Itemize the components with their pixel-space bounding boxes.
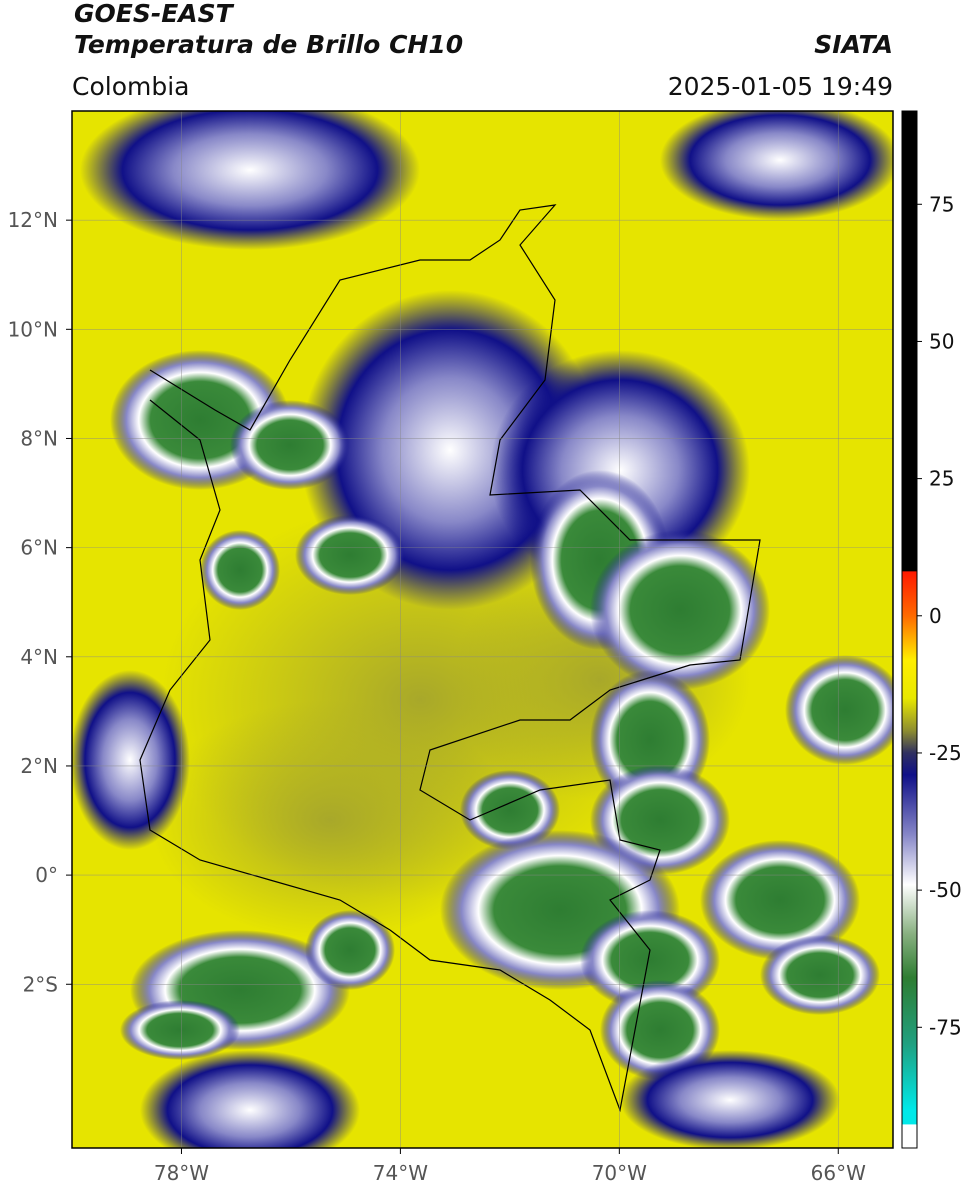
datetime: 2025-01-05 19:49 xyxy=(668,72,893,101)
colorbar-tick-label: -25 xyxy=(929,741,962,765)
colorbar-tick-label: 0 xyxy=(929,604,942,628)
lat-tick-label: 12°N xyxy=(8,208,58,232)
title: GOES-EAST xyxy=(74,0,235,28)
colorbar-tick-label: 75 xyxy=(929,192,954,216)
lon-tick-label: 66°W xyxy=(811,1161,866,1185)
satellite-image xyxy=(72,111,893,1148)
lat-tick-label: 2°N xyxy=(20,754,58,778)
region: Colombia xyxy=(72,72,189,101)
lat-tick-label: 0° xyxy=(35,863,58,887)
lon-tick-label: 78°W xyxy=(154,1161,209,1185)
lon-tick-label: 70°W xyxy=(592,1161,647,1185)
border xyxy=(139,204,761,1113)
subtitle: Temperatura de Brillo CH10 xyxy=(74,30,463,59)
source: SIATA xyxy=(814,30,893,59)
lon-tick-label: 74°W xyxy=(373,1161,428,1185)
lat-tick-label: 2°S xyxy=(23,972,58,996)
lat-tick-label: 10°N xyxy=(8,317,58,341)
colorbar-tick-label: -75 xyxy=(929,1015,962,1039)
colorbar-tick-label: 25 xyxy=(929,467,954,491)
grid xyxy=(72,111,893,1148)
lat-tick-label: 4°N xyxy=(20,645,58,669)
lat-tick-label: 6°N xyxy=(20,536,58,560)
colorbar xyxy=(901,110,918,1149)
lat-tick-label: 8°N xyxy=(20,426,58,450)
colorbar-tick-label: -50 xyxy=(929,878,962,902)
map-frame xyxy=(71,110,894,1149)
colorbar-tick-label: 50 xyxy=(929,329,954,353)
